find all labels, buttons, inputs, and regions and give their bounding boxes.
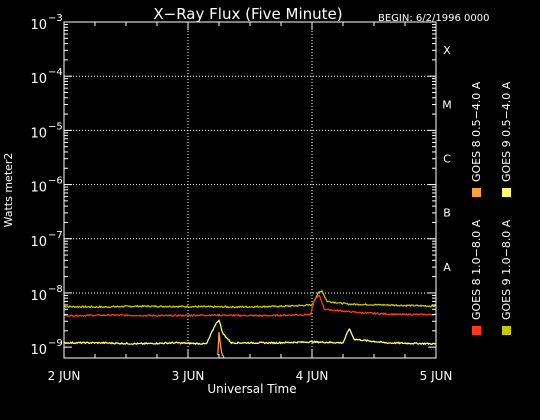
x-tick-label: 2 JUN bbox=[48, 369, 81, 383]
x-tick-label: 3 JUN bbox=[172, 369, 205, 383]
flare-class-label: B bbox=[443, 207, 451, 220]
y-tick-label: 10 bbox=[30, 18, 47, 33]
y-tick-label: 10 bbox=[30, 289, 47, 304]
y-tick-label: 10 bbox=[30, 72, 47, 87]
legend-swatch bbox=[472, 188, 481, 197]
chart-title: X−Ray Flux (Five Minute) bbox=[153, 5, 342, 23]
flare-class-labels: A B C M X bbox=[442, 44, 452, 274]
legend-swatch bbox=[472, 326, 481, 335]
y-tick-label: 10 bbox=[30, 235, 47, 250]
series-layer bbox=[63, 289, 437, 359]
x-tick-label: 4 JUN bbox=[296, 369, 329, 383]
series-line bbox=[63, 289, 437, 309]
series-line bbox=[217, 332, 225, 359]
legend-label: GOES 8 1.0−8.0 A bbox=[470, 219, 483, 320]
begin-label: BEGIN: 6/2/1996 0000 bbox=[378, 13, 489, 24]
y-tick-label: 10 bbox=[30, 181, 47, 196]
legend: GOES 8 1.0−8.0 A GOES 8 0.5−4.0 A GOES 9 1… bbox=[470, 81, 513, 335]
y-tick-label: 10 bbox=[30, 343, 47, 358]
y-tick-exponent: −4 bbox=[48, 67, 63, 78]
flare-class-label: C bbox=[443, 152, 451, 165]
y-axis-label: Watts meter2 bbox=[2, 153, 15, 228]
x-tick-label: 5 JUN bbox=[420, 369, 453, 383]
x-tick-labels: 2 JUN 3 JUN 4 JUN 5 JUN bbox=[48, 369, 453, 383]
y-tick-labels: 10−910−810−710−610−510−410−3 bbox=[30, 13, 62, 358]
flare-class-label: M bbox=[442, 98, 452, 111]
legend-swatch bbox=[502, 326, 511, 335]
y-tick-exponent: −6 bbox=[48, 176, 63, 187]
x-axis-label: Universal Time bbox=[207, 382, 296, 396]
y-tick-exponent: −9 bbox=[48, 338, 63, 349]
legend-label: GOES 9 1.0−8.0 A bbox=[500, 219, 513, 320]
grid-lines bbox=[64, 22, 436, 358]
y-tick-exponent: −3 bbox=[48, 13, 63, 24]
series-line bbox=[63, 294, 437, 318]
legend-swatch bbox=[502, 188, 511, 197]
legend-label: GOES 8 0.5−4.0 A bbox=[470, 81, 483, 182]
y-tick-exponent: −7 bbox=[48, 230, 63, 241]
axis-ticks bbox=[63, 21, 437, 358]
flare-class-label: A bbox=[443, 261, 451, 274]
flare-class-label: X bbox=[443, 44, 451, 57]
y-tick-exponent: −8 bbox=[48, 284, 63, 295]
y-tick-label: 10 bbox=[30, 126, 47, 141]
legend-label: GOES 9 0.5−4.0 A bbox=[500, 81, 513, 182]
y-tick-exponent: −5 bbox=[48, 121, 63, 132]
series-line bbox=[63, 319, 436, 346]
